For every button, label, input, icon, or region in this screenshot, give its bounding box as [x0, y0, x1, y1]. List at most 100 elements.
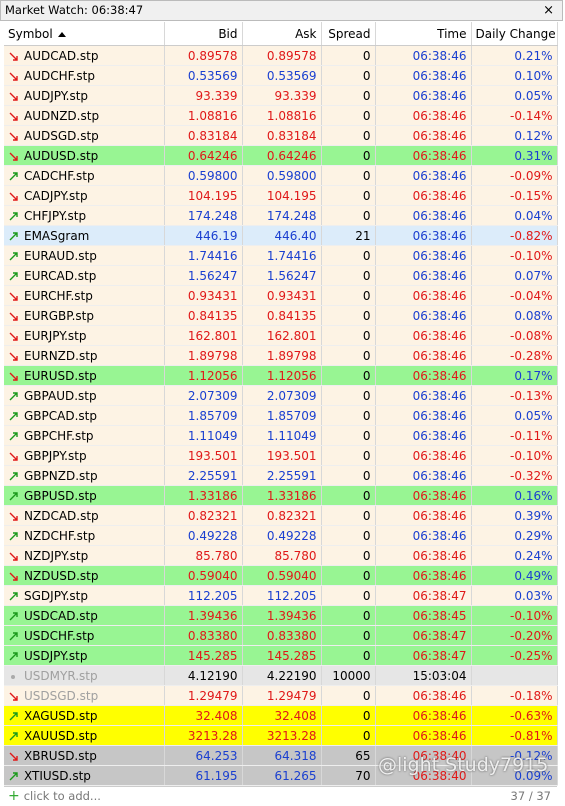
quote-row[interactable]: AUDCHF.stp 0.53569 0.53569 0 06:38:46 0.10% [4, 65, 558, 86]
ask-cell: 112.205 [242, 585, 322, 606]
spread-cell: 0 [321, 505, 376, 526]
symbol: AUDJPY.stp [24, 88, 89, 103]
bid-cell: 1.89798 [164, 345, 243, 366]
change-cell: -0.32% [471, 465, 558, 486]
ask-cell: 0.89578 [242, 45, 322, 66]
quote-row[interactable]: EURCHF.stp 0.93431 0.93431 0 06:38:46 -0.04% [4, 285, 558, 306]
symbol-cell: CHFJPY.stp [4, 205, 165, 226]
symbol-cell: GBPUSD.stp [4, 485, 165, 506]
time-cell: 06:38:46 [375, 685, 472, 706]
time-cell: 06:38:46 [375, 285, 472, 306]
quote-row[interactable]: NZDUSD.stp 0.59040 0.59040 0 06:38:46 0.49% [4, 565, 558, 586]
quote-row[interactable]: XTIUSD.stp 61.195 61.265 70 06:38:40 0.09% [4, 765, 558, 786]
quote-row[interactable]: CADJPY.stp 104.195 104.195 0 06:38:46 -0.15% [4, 185, 558, 206]
quote-row[interactable]: GBPNZD.stp 2.25591 2.25591 0 06:38:46 -0.32% [4, 465, 558, 486]
add-symbol[interactable]: click to add... [23, 789, 101, 803]
quote-row[interactable]: XAUUSD.stp 3213.28 3213.28 0 06:38:46 -0.81% [4, 725, 558, 746]
quote-row[interactable]: AUDNZD.stp 1.08816 1.08816 0 06:38:46 -0.14% [4, 105, 558, 126]
column-header[interactable]: Bid [164, 22, 243, 46]
quote-row[interactable]: AUDSGD.stp 0.83184 0.83184 0 06:38:46 0.12% [4, 125, 558, 146]
column-header[interactable]: Ask [242, 22, 322, 46]
quote-row[interactable]: EURNZD.stp 1.89798 1.89798 0 06:38:46 -0.28% [4, 345, 558, 366]
quote-row[interactable]: EURAUD.stp 1.74416 1.74416 0 06:38:46 -0.10% [4, 245, 558, 266]
symbol: NZDCAD.stp [24, 508, 99, 523]
trend-icon [9, 152, 18, 161]
symbol-cell: AUDJPY.stp [4, 85, 165, 106]
quote-row[interactable]: GBPJPY.stp 193.501 193.501 0 06:38:46 -0.10% [4, 445, 558, 466]
quote-row[interactable]: GBPUSD.stp 1.33186 1.33186 0 06:38:46 0.16% [4, 485, 558, 506]
symbol-cell: NZDUSD.stp [4, 565, 165, 586]
ask-cell: 145.285 [242, 645, 322, 666]
bid-cell: 1.11049 [164, 425, 243, 446]
quote-row[interactable]: XBRUSD.stp 64.253 64.318 65 06:38:40 -0.12% [4, 745, 558, 766]
quote-row[interactable]: NZDCHF.stp 0.49228 0.49228 0 06:38:46 0.29% [4, 525, 558, 546]
spread-cell: 0 [321, 345, 376, 366]
symbol-cell: SGDJPY.stp [4, 585, 165, 606]
quote-row[interactable]: EURUSD.stp 1.12056 1.12056 0 06:38:46 0.17% [4, 365, 558, 386]
quote-row[interactable]: NZDJPY.stp 85.780 85.780 0 06:38:46 0.24% [4, 545, 558, 566]
column-header[interactable]: Daily Change [471, 22, 558, 46]
change-cell: -0.15% [471, 185, 558, 206]
symbol-cell: CADJPY.stp [4, 185, 165, 206]
quote-row[interactable]: GBPCAD.stp 1.85709 1.85709 0 06:38:46 0.05% [4, 405, 558, 426]
symbol: EURAUD.stp [24, 248, 97, 263]
quote-row[interactable]: GBPAUD.stp 2.07309 2.07309 0 06:38:46 -0.13% [4, 385, 558, 406]
close-button[interactable]: × [543, 3, 554, 18]
quote-row[interactable]: GBPCHF.stp 1.11049 1.11049 0 06:38:46 -0.11% [4, 425, 558, 446]
quote-row[interactable]: USDCAD.stp 1.39436 1.39436 0 06:38:45 -0.10% [4, 605, 558, 626]
symbol: GBPAUD.stp [24, 388, 97, 403]
change-cell: -0.14% [471, 105, 558, 126]
footer: + click to add... 37 / 37 [4, 786, 557, 806]
change-cell: -0.10% [471, 245, 558, 266]
symbol-cell: NZDCHF.stp [4, 525, 165, 546]
column-header[interactable]: Spread [321, 22, 376, 46]
bid-cell: 2.07309 [164, 385, 243, 406]
quote-row[interactable]: USDJPY.stp 145.285 145.285 0 06:38:47 -0.25% [4, 645, 558, 666]
quote-row[interactable]: AUDJPY.stp 93.339 93.339 0 06:38:46 0.05% [4, 85, 558, 106]
symbol: GBPUSD.stp [24, 488, 97, 503]
trend-icon [9, 112, 18, 121]
bid-cell: 0.64246 [164, 145, 243, 166]
bid-cell: 85.780 [164, 545, 243, 566]
column-header[interactable]: Time [375, 22, 472, 46]
bid-cell: 61.195 [164, 765, 243, 786]
ask-cell: 1.08816 [242, 105, 322, 126]
spread-cell: 70 [321, 765, 376, 786]
quote-row[interactable]: AUDUSD.stp 0.64246 0.64246 0 06:38:46 0.31% [4, 145, 558, 166]
quote-row[interactable]: EURJPY.stp 162.801 162.801 0 06:38:46 -0.08% [4, 325, 558, 346]
bid-cell: 446.19 [164, 225, 243, 246]
quote-row[interactable]: CHFJPY.stp 174.248 174.248 0 06:38:46 0.04% [4, 205, 558, 226]
bid-cell: 104.195 [164, 185, 243, 206]
bid-cell: 0.89578 [164, 45, 243, 66]
quote-row[interactable]: CADCHF.stp 0.59800 0.59800 0 06:38:46 -0.09% [4, 165, 558, 186]
time-cell: 06:38:46 [375, 225, 472, 246]
ask-cell: 0.84135 [242, 305, 322, 326]
symbol-cell: EURJPY.stp [4, 325, 165, 346]
quote-row[interactable]: SGDJPY.stp 112.205 112.205 0 06:38:47 0.03% [4, 585, 558, 606]
bid-cell: 112.205 [164, 585, 243, 606]
ask-cell: 1.89798 [242, 345, 322, 366]
quote-row[interactable]: AUDCAD.stp 0.89578 0.89578 0 06:38:46 0.21% [4, 45, 558, 66]
symbol: EURUSD.stp [24, 368, 97, 383]
quote-row[interactable]: EURGBP.stp 0.84135 0.84135 0 06:38:46 0.08% [4, 305, 558, 326]
trend-icon [9, 212, 18, 221]
quote-row[interactable]: XAGUSD.stp 32.408 32.408 0 06:38:46 -0.63% [4, 705, 558, 726]
trend-icon [9, 232, 18, 241]
quote-row[interactable]: USDSGD.stp 1.29479 1.29479 0 06:38:46 -0.18% [4, 685, 558, 706]
trend-icon [9, 412, 18, 421]
change-cell: 0.29% [471, 525, 558, 546]
symbol-cell: GBPJPY.stp [4, 445, 165, 466]
ask-cell: 162.801 [242, 325, 322, 346]
column-header[interactable]: Symbol [4, 22, 165, 46]
time-cell: 06:38:46 [375, 85, 472, 106]
quote-row[interactable]: EURCAD.stp 1.56247 1.56247 0 06:38:46 0.07% [4, 265, 558, 286]
symbol: XAGUSD.stp [24, 708, 98, 723]
trend-icon [9, 532, 18, 541]
symbol-cell: NZDCAD.stp [4, 505, 165, 526]
quote-row[interactable]: USDMYR.stp 4.12190 4.22190 10000 15:03:04 [4, 665, 558, 686]
quote-row[interactable]: USDCHF.stp 0.83380 0.83380 0 06:38:47 -0.20% [4, 625, 558, 646]
quote-row[interactable]: EMASgram 446.19 446.40 21 06:38:46 -0.82% [4, 225, 558, 246]
change-cell: 0.09% [471, 765, 558, 786]
quote-row[interactable]: NZDCAD.stp 0.82321 0.82321 0 06:38:46 0.39% [4, 505, 558, 526]
time-cell: 06:38:40 [375, 745, 472, 766]
